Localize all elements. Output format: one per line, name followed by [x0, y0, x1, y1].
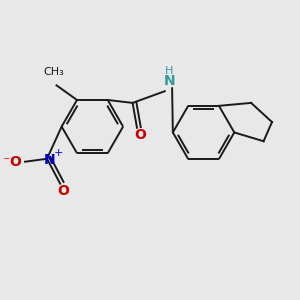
Text: ⁻: ⁻	[2, 155, 10, 169]
Text: H: H	[165, 66, 173, 76]
Text: N: N	[44, 153, 56, 167]
Text: O: O	[134, 128, 146, 142]
Text: +: +	[53, 148, 63, 158]
Text: O: O	[9, 155, 21, 169]
Text: N: N	[164, 74, 175, 88]
Text: CH₃: CH₃	[43, 67, 64, 76]
Text: O: O	[57, 184, 69, 198]
